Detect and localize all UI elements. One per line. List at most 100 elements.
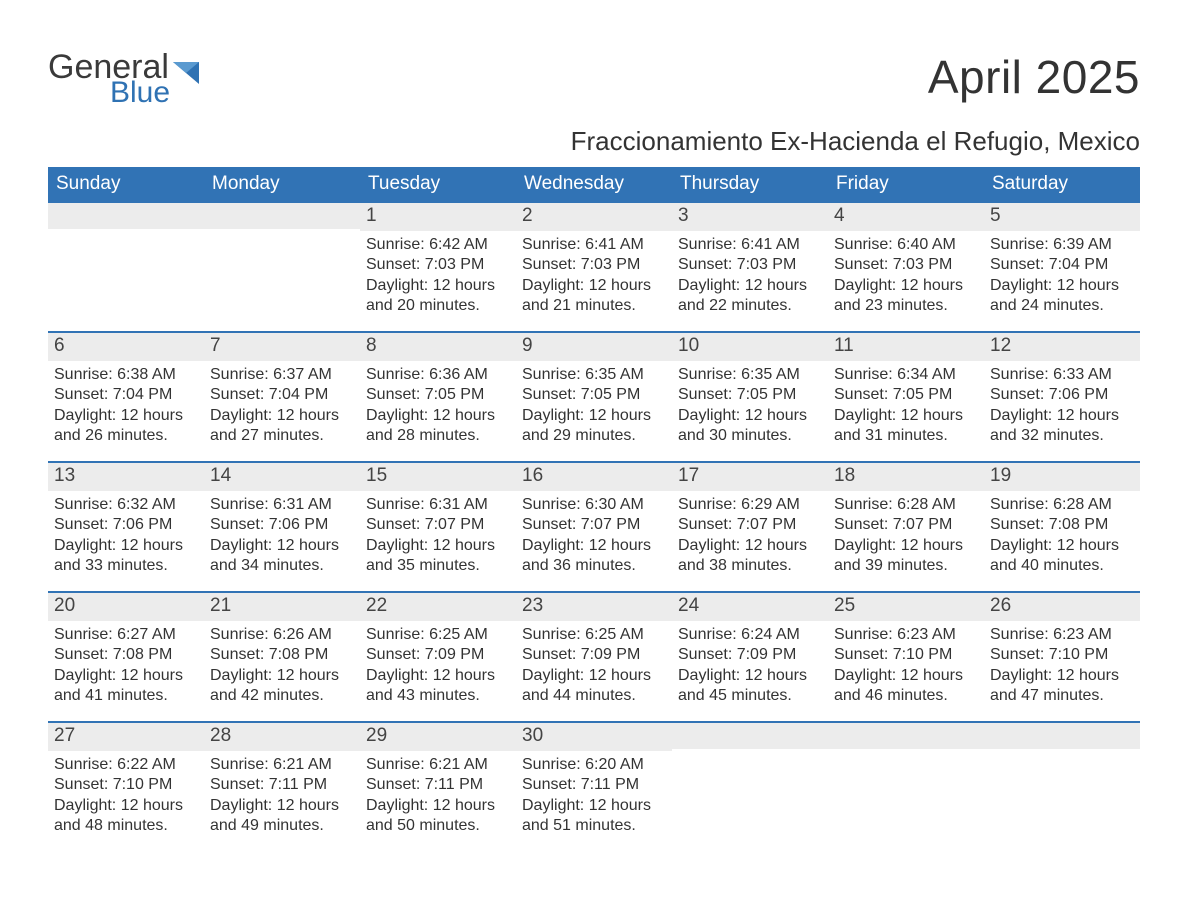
dow-thursday: Thursday — [672, 167, 828, 201]
day-cell: 7 Sunrise: 6:37 AMSunset: 7:04 PMDaylight… — [204, 333, 360, 461]
dow-sunday: Sunday — [48, 167, 204, 201]
day-dl1: Daylight: 12 hours — [834, 276, 978, 296]
day-body: Sunrise: 6:32 AMSunset: 7:06 PMDaylight:… — [48, 491, 204, 577]
day-body: Sunrise: 6:23 AMSunset: 7:10 PMDaylight:… — [984, 621, 1140, 707]
day-dl1: Daylight: 12 hours — [678, 536, 822, 556]
day-cell: 10Sunrise: 6:35 AMSunset: 7:05 PMDayligh… — [672, 333, 828, 461]
calendar: Sunday Monday Tuesday Wednesday Thursday… — [48, 167, 1140, 851]
day-dl2: and 39 minutes. — [834, 556, 978, 576]
day-dl2: and 38 minutes. — [678, 556, 822, 576]
day-number: 30 — [516, 723, 672, 751]
day-body: Sunrise: 6:35 AMSunset: 7:05 PMDaylight:… — [672, 361, 828, 447]
day-cell: 13Sunrise: 6:32 AMSunset: 7:06 PMDayligh… — [48, 463, 204, 591]
day-dl1: Daylight: 12 hours — [54, 536, 198, 556]
day-dl2: and 24 minutes. — [990, 296, 1134, 316]
day-sunset: Sunset: 7:09 PM — [366, 645, 510, 665]
day-dl1: Daylight: 12 hours — [834, 536, 978, 556]
day-number — [48, 203, 204, 229]
day-cell: 2Sunrise: 6:41 AMSunset: 7:03 PMDaylight… — [516, 203, 672, 331]
day-dl1: Daylight: 12 hours — [834, 406, 978, 426]
day-sunrise: Sunrise: 6:36 AM — [366, 365, 510, 385]
day-sunset: Sunset: 7:10 PM — [990, 645, 1134, 665]
day-sunset: Sunset: 7:11 PM — [210, 775, 354, 795]
day-body: Sunrise: 6:41 AMSunset: 7:03 PMDaylight:… — [672, 231, 828, 317]
day-dl2: and 48 minutes. — [54, 816, 198, 836]
week-row: 20Sunrise: 6:27 AMSunset: 7:08 PMDayligh… — [48, 591, 1140, 721]
dow-saturday: Saturday — [984, 167, 1140, 201]
day-sunset: Sunset: 7:03 PM — [834, 255, 978, 275]
day-sunset: Sunset: 7:05 PM — [522, 385, 666, 405]
day-number: 1 — [360, 203, 516, 231]
day-number: 25 — [828, 593, 984, 621]
day-dl2: and 21 minutes. — [522, 296, 666, 316]
day-number: 7 — [204, 333, 360, 361]
day-body: Sunrise: 6:28 AMSunset: 7:08 PMDaylight:… — [984, 491, 1140, 577]
day-dl1: Daylight: 12 hours — [366, 666, 510, 686]
day-number: 5 — [984, 203, 1140, 231]
day-dl1: Daylight: 12 hours — [210, 666, 354, 686]
day-cell: 29Sunrise: 6:21 AMSunset: 7:11 PMDayligh… — [360, 723, 516, 851]
day-dl2: and 50 minutes. — [366, 816, 510, 836]
day-dl1: Daylight: 12 hours — [210, 406, 354, 426]
dow-wednesday: Wednesday — [516, 167, 672, 201]
day-dl1: Daylight: 12 hours — [522, 536, 666, 556]
day-dl1: Daylight: 12 hours — [678, 406, 822, 426]
day-dl1: Daylight: 12 hours — [522, 406, 666, 426]
day-dl2: and 36 minutes. — [522, 556, 666, 576]
day-dl2: and 43 minutes. — [366, 686, 510, 706]
day-number: 8 — [360, 333, 516, 361]
day-dl1: Daylight: 12 hours — [210, 536, 354, 556]
day-dl2: and 40 minutes. — [990, 556, 1134, 576]
day-body: Sunrise: 6:25 AMSunset: 7:09 PMDaylight:… — [516, 621, 672, 707]
day-body: Sunrise: 6:27 AMSunset: 7:08 PMDaylight:… — [48, 621, 204, 707]
week-row: 13Sunrise: 6:32 AMSunset: 7:06 PMDayligh… — [48, 461, 1140, 591]
day-sunrise: Sunrise: 6:31 AM — [210, 495, 354, 515]
week-row: 6Sunrise: 6:38 AMSunset: 7:04 PMDaylight… — [48, 331, 1140, 461]
day-body: Sunrise: 6:22 AMSunset: 7:10 PMDaylight:… — [48, 751, 204, 837]
day-sunset: Sunset: 7:04 PM — [990, 255, 1134, 275]
day-cell: 19Sunrise: 6:28 AMSunset: 7:08 PMDayligh… — [984, 463, 1140, 591]
day-body: Sunrise: 6:29 AMSunset: 7:07 PMDaylight:… — [672, 491, 828, 577]
day-sunrise: Sunrise: 6:20 AM — [522, 755, 666, 775]
day-dl1: Daylight: 12 hours — [522, 276, 666, 296]
day-dl2: and 27 minutes. — [210, 426, 354, 446]
day-sunset: Sunset: 7:03 PM — [366, 255, 510, 275]
day-sunset: Sunset: 7:04 PM — [210, 385, 354, 405]
day-sunset: Sunset: 7:07 PM — [522, 515, 666, 535]
day-sunrise: Sunrise: 6:23 AM — [834, 625, 978, 645]
day-sunrise: Sunrise: 6:28 AM — [990, 495, 1134, 515]
page-title: April 2025 — [928, 50, 1140, 104]
day-sunset: Sunset: 7:11 PM — [366, 775, 510, 795]
week-row: 1Sunrise: 6:42 AMSunset: 7:03 PMDaylight… — [48, 201, 1140, 331]
day-cell: 12Sunrise: 6:33 AMSunset: 7:06 PMDayligh… — [984, 333, 1140, 461]
day-body: Sunrise: 6:33 AMSunset: 7:06 PMDaylight:… — [984, 361, 1140, 447]
day-sunrise: Sunrise: 6:29 AM — [678, 495, 822, 515]
day-cell: 15Sunrise: 6:31 AMSunset: 7:07 PMDayligh… — [360, 463, 516, 591]
day-dl2: and 30 minutes. — [678, 426, 822, 446]
day-sunset: Sunset: 7:09 PM — [522, 645, 666, 665]
day-sunrise: Sunrise: 6:39 AM — [990, 235, 1134, 255]
day-sunrise: Sunrise: 6:37 AM — [210, 365, 354, 385]
day-dl1: Daylight: 12 hours — [522, 666, 666, 686]
day-cell: 16 Sunrise: 6:30 AMSunset: 7:07 PMDayligh… — [516, 463, 672, 591]
day-number: 26 — [984, 593, 1140, 621]
day-number: 29 — [360, 723, 516, 751]
day-sunset: Sunset: 7:11 PM — [522, 775, 666, 795]
day-sunrise: Sunrise: 6:34 AM — [834, 365, 978, 385]
day-dl1: Daylight: 12 hours — [54, 666, 198, 686]
day-dl2: and 41 minutes. — [54, 686, 198, 706]
day-number: 18 — [828, 463, 984, 491]
day-dl2: and 49 minutes. — [210, 816, 354, 836]
day-cell — [672, 723, 828, 851]
day-body: Sunrise: 6:24 AMSunset: 7:09 PMDaylight:… — [672, 621, 828, 707]
day-number: 20 — [48, 593, 204, 621]
location-subtitle: Fraccionamiento Ex-Hacienda el Refugio, … — [48, 126, 1140, 157]
day-body: Sunrise: 6:31 AMSunset: 7:07 PMDaylight:… — [360, 491, 516, 577]
day-cell: 1Sunrise: 6:42 AMSunset: 7:03 PMDaylight… — [360, 203, 516, 331]
day-sunrise: Sunrise: 6:25 AM — [366, 625, 510, 645]
day-body: Sunrise: 6:41 AMSunset: 7:03 PMDaylight:… — [516, 231, 672, 317]
dow-friday: Friday — [828, 167, 984, 201]
day-body: Sunrise: 6:35 AMSunset: 7:05 PMDaylight:… — [516, 361, 672, 447]
day-sunrise: Sunrise: 6:30 AM — [522, 495, 666, 515]
day-number: 16 — [516, 463, 672, 491]
